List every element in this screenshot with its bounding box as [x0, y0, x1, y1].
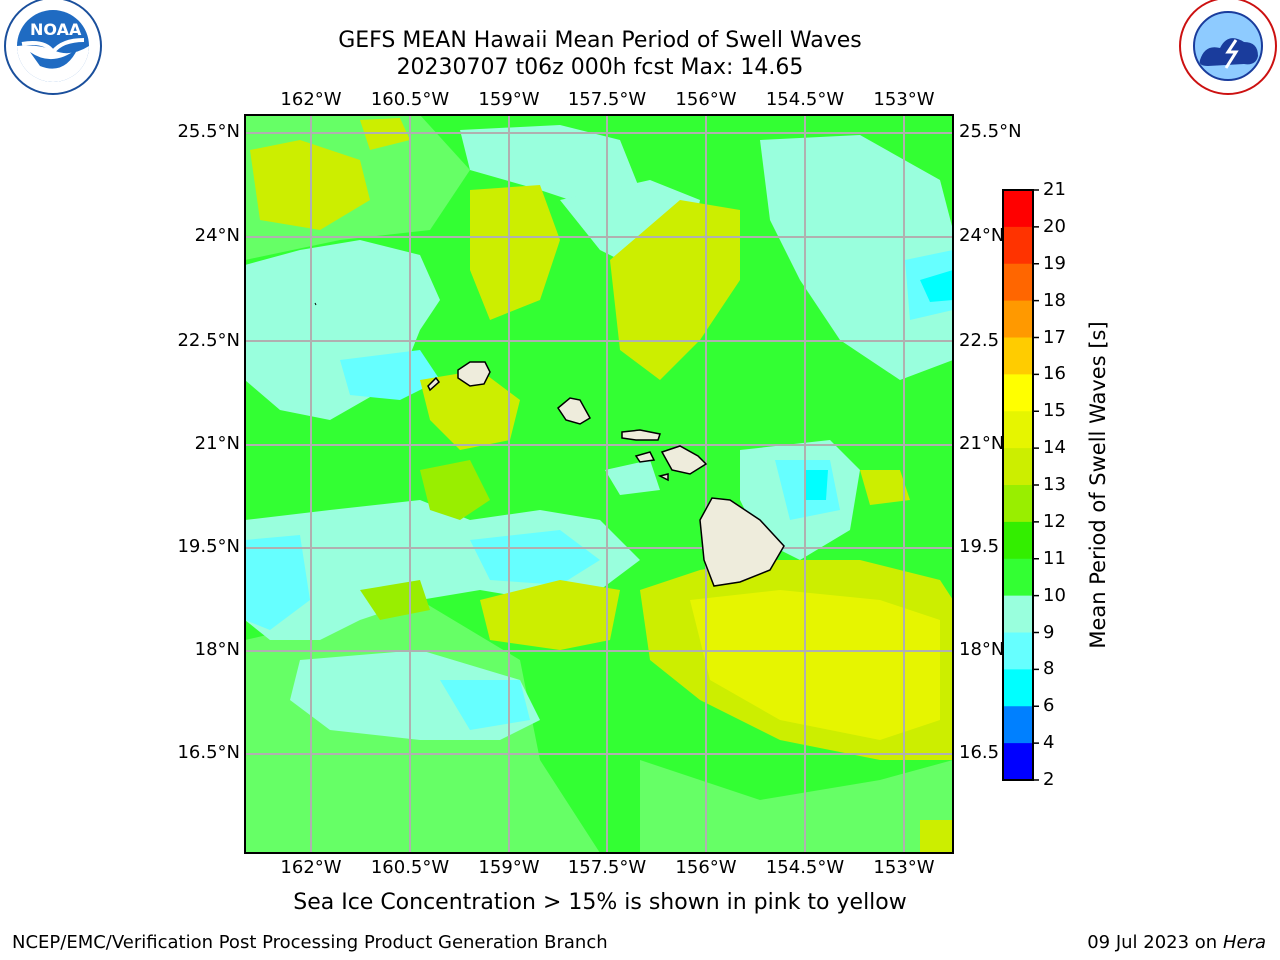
colorbar-tick-label: 9	[1043, 621, 1055, 643]
island-oahu	[557, 397, 592, 425]
lat-label-right: 25.5°N	[959, 121, 1022, 142]
island-lanai	[634, 451, 656, 463]
lat-label-right: 16.5	[959, 742, 1000, 763]
swell-period-field	[245, 115, 953, 853]
colorbar-tick-label: 21	[1043, 179, 1066, 200]
lon-label-top: 162°W	[280, 89, 342, 110]
lon-label-top: 160.5°W	[370, 89, 450, 110]
colorbar-swatch	[1003, 558, 1033, 597]
lat-label-left: 24°N	[194, 225, 240, 246]
colorbar-swatch	[1003, 411, 1033, 449]
hawaiian-islands	[314, 302, 785, 587]
colorbar-swatch	[1003, 485, 1033, 523]
map-frame	[244, 114, 954, 854]
footer-date-text: 09 Jul 2023 on	[1087, 932, 1218, 953]
colorbar-tick-label: 11	[1043, 547, 1066, 569]
lon-label-bottom: 153°W	[873, 857, 935, 878]
chart-subtitle: 20230707 t06z 000h fcst Max: 14.65	[396, 55, 804, 80]
lat-label-left: 21°N	[194, 433, 240, 454]
footer-branch: NCEP/EMC/Verification Post Processing Pr…	[12, 932, 608, 953]
island-molokai	[621, 429, 661, 441]
colorbar-swatch	[1003, 706, 1033, 744]
lon-label-top: 159°W	[478, 89, 540, 110]
lon-label-bottom: 162°W	[280, 857, 342, 878]
colorbar-swatch	[1003, 226, 1033, 265]
colorbar-swatch	[1003, 669, 1033, 707]
lon-label-top: 154.5°W	[765, 89, 845, 110]
nws-logo	[1179, 0, 1277, 95]
sea-ice-note: Sea Ice Concentration > 15% is shown in …	[293, 890, 907, 915]
colorbar-tick-label: 14	[1043, 437, 1066, 459]
footer-machine: Hera	[1222, 932, 1266, 953]
lat-label-left: 18°N	[194, 639, 240, 660]
colorbar-tick-label: 2	[1043, 769, 1055, 790]
colorbar-frame	[1002, 189, 1034, 781]
colorbar-swatch	[1003, 448, 1033, 486]
colorbar-swatch	[1003, 521, 1033, 560]
lon-label-top: 157.5°W	[567, 89, 647, 110]
noaa-logo	[4, 0, 102, 95]
colorbar-tick-label: 8	[1043, 658, 1055, 680]
lat-label-right: 22.5	[959, 330, 1000, 351]
colorbar-tick-label: 16	[1043, 363, 1066, 385]
lon-label-bottom: 154.5°W	[765, 857, 845, 878]
lat-label-right: 21°N	[959, 433, 1005, 454]
colorbar-swatch	[1003, 632, 1033, 670]
colorbar-tick-label: 6	[1043, 695, 1055, 717]
island-niihau	[427, 376, 441, 392]
colorbar-swatch	[1003, 374, 1033, 412]
lat-label-right: 24°N	[959, 225, 1005, 246]
lon-label-top: 156°W	[675, 89, 737, 110]
colorbar-tick-label: 18	[1043, 289, 1066, 311]
lat-label-left: 19.5°N	[177, 536, 240, 557]
lat-label-right: 19.5	[959, 536, 1000, 557]
lon-label-bottom: 159°W	[478, 857, 540, 878]
colorbar-swatch	[1003, 337, 1033, 375]
colorbar-label: Mean Period of Swell Waves [s]	[1086, 321, 1110, 649]
colorbar-swatch	[1003, 263, 1033, 302]
lat-label-right: 18°N	[959, 639, 1005, 660]
colorbar-swatch	[1003, 743, 1033, 781]
lat-label-left: 22.5°N	[177, 330, 240, 351]
colorbar-tick-label: 10	[1043, 584, 1066, 606]
colorbar-tick-label: 12	[1043, 510, 1066, 532]
lon-label-bottom: 156°W	[675, 857, 737, 878]
colorbar-tick-label: 15	[1043, 400, 1066, 422]
colorbar-swatch	[1003, 190, 1033, 228]
island-maui	[660, 445, 708, 475]
colorbar-tick-label: 13	[1043, 474, 1066, 495]
colorbar-tick-label: 17	[1043, 326, 1066, 348]
island-kahoolawe	[657, 473, 669, 482]
graticule	[245, 115, 953, 853]
lat-label-left: 16.5°N	[177, 742, 240, 763]
colorbar-tick-label: 20	[1043, 215, 1066, 237]
footer-date: 09 Jul 2023 on Hera	[1087, 932, 1266, 953]
chart-title: GEFS MEAN Hawaii Mean Period of Swell Wa…	[338, 28, 862, 53]
lon-label-bottom: 160.5°W	[370, 857, 450, 878]
noaa-logo-text: NOAA	[30, 20, 82, 39]
lon-label-top: 153°W	[873, 89, 935, 110]
island-kauai	[457, 361, 491, 387]
colorbar-tick-label: 4	[1043, 732, 1055, 754]
lon-label-bottom: 157.5°W	[567, 857, 647, 878]
lat-label-left: 25.5°N	[177, 121, 240, 142]
colorbar-swatch	[1003, 595, 1033, 633]
colorbar	[1003, 189, 1039, 781]
colorbar-tick-label: 19	[1043, 252, 1066, 274]
island-hawaii	[699, 497, 785, 587]
colorbar-swatch	[1003, 300, 1033, 338]
